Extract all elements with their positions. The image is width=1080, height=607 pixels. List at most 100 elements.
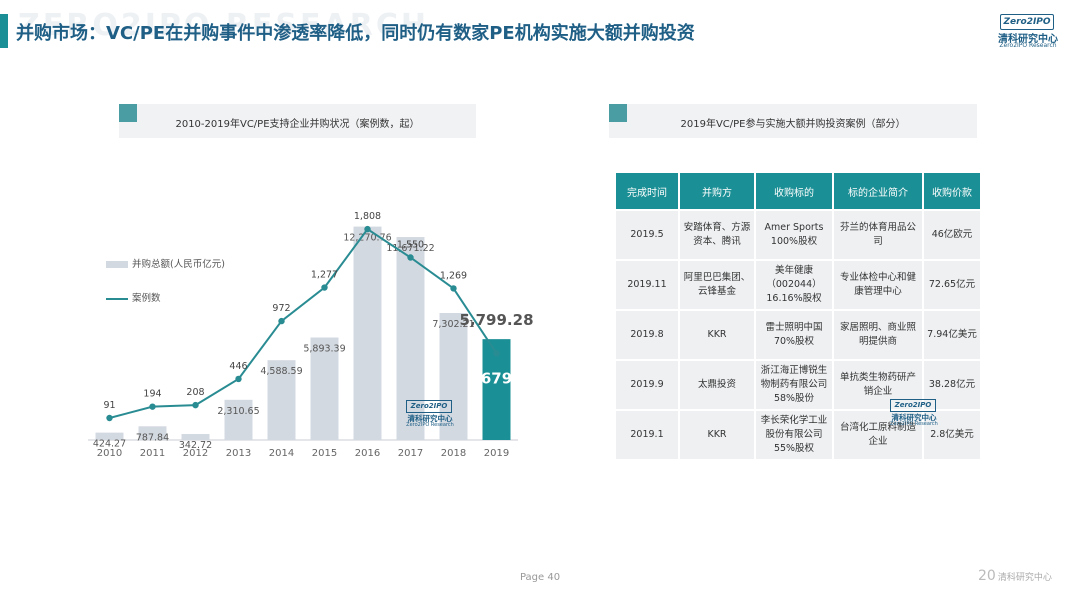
case-count-point [235,375,242,383]
bar-value-label: 424.27 [93,439,126,450]
case-count-label: 1,269 [440,270,467,281]
logo-en-text: Zero2IPO Research [890,421,938,427]
bar-2010 [95,432,124,440]
deals-table: 完成时间 并购方 收购标的 标的企业简介 收购价款 2019.5 安踏体育、方源… [614,171,982,461]
zero2ipo-logo: Zero2IPO 清科研究中心 Zero2IPO Research [990,14,1066,50]
table-cell: 38.28亿元 [924,361,980,409]
table-cell: 李长荣化学工业股份有限公司55%股权 [756,411,832,459]
ma-chart: 424.27 2010 787.84 2011 342.72 2012 2,310.65 20… [80,170,540,470]
table-cell: 浙江海正博锐生物制药有限公司58%股份 [756,361,832,409]
x-tick-label: 2017 [398,448,423,459]
page-number: Page 40 [519,572,561,583]
panel-square-icon [119,104,137,122]
logo-cn-text: 清科研究中心 [891,413,937,422]
case-count-label: 1,550 [397,240,424,251]
table-cell: Amer Sports 100%股权 [756,211,832,259]
legend-bar-label: 并购总额(人民币亿元) [132,259,225,270]
legend-line-swatch [106,297,128,300]
table-row: 2019.9 太鼎投资 浙江海正博锐生物制药有限公司58%股份 单抗类生物药研产… [616,361,980,409]
case-count-label: 208 [186,387,204,398]
table-row: 2019.11 阿里巴巴集团、云锋基金 美年健康（002044）16.16%股权… [616,261,980,309]
col-header: 并购方 [680,173,754,209]
table-cell: 2019.1 [616,411,678,459]
bar-2015 [310,337,339,440]
bar-value-label: 7,302.21 [432,319,474,330]
x-tick-label: 2011 [140,448,165,459]
bar-2014 [267,360,296,440]
case-count-point [149,403,156,410]
table-row: 2019.5 安踏体育、方源资本、腾讯 Amer Sports 100%股权 芬… [616,211,980,259]
table-header-row: 完成时间 并购方 收购标的 标的企业简介 收购价款 [616,173,980,209]
logo-en-text: Zero2IPO Research [999,42,1057,49]
bar-value-label: 2,310.65 [217,406,259,417]
table-cell: 2.8亿美元 [924,411,980,459]
legend-bar: 并购总额(人民币亿元) [106,256,225,270]
x-tick-label: 2018 [441,448,466,459]
bar-2018 [439,313,468,440]
x-tick-label: 2010 [97,448,122,459]
bar-2017 [396,237,425,440]
bar-value-label: 12,270.76 [343,233,391,244]
table-cell: 46亿欧元 [924,211,980,259]
footer-logo: 20 清科研究中心 [978,568,1052,584]
case-count-point [364,225,371,233]
col-header: 标的企业简介 [834,173,922,209]
table-cell: 2019.11 [616,261,678,309]
bar-2013 [224,399,253,440]
footer-logo-text: 清科研究中心 [997,573,1052,583]
case-count-point [450,285,457,292]
table-cell: 2019.9 [616,361,678,409]
table-cell: 7.94亿美元 [924,311,980,359]
case-count-label: 446 [229,361,247,372]
col-header: 完成时间 [616,173,678,209]
bar-value-label: 4,588.59 [260,366,302,377]
table-cell: KKR [680,311,754,359]
right-panel-header: 2019年VC/PE参与实施大额并购投资案例（部分） [609,104,977,138]
legend-bar-swatch [106,261,128,268]
case-count-point [407,254,414,261]
table-watermark-logo: Zero2IPO 清科研究中心 Zero2IPO Research [886,399,942,427]
table-cell: 太鼎投资 [680,361,754,409]
col-header: 收购价款 [924,173,980,209]
chart-watermark-logo: Zero2IPO 清科研究中心 Zero2IPO Research [402,400,458,428]
bar-value-label: 787.84 [136,432,169,443]
table-cell: 家居照明、商业照明提供商 [834,311,922,359]
logo-badge: Zero2IPO [1000,14,1054,30]
panel-square-icon [609,104,627,122]
logo-cn-text: 清科研究中心 [998,34,1058,45]
x-tick-label: 2014 [269,448,294,459]
table-cell: 72.65亿元 [924,261,980,309]
table-cell: 单抗类生物药研产销企业 [834,361,922,409]
left-panel-header: 2010-2019年VC/PE支持企业并购状况（案例数，起） [119,104,476,138]
case-count-label: 679 [481,369,512,387]
table-cell: 雷士照明中国70%股权 [756,311,832,359]
case-count-label: 91 [103,400,115,411]
case-count-point [192,401,199,409]
table-cell: 阿里巴巴集团、云锋基金 [680,261,754,309]
right-panel-title: 2019年VC/PE参与实施大额并购投资案例（部分） [680,119,906,130]
table-cell: 安踏体育、方源资本、腾讯 [680,211,754,259]
case-count-point [493,350,500,357]
case-count-point [278,317,285,325]
watermark: ZERO2IPO RESEARCH [18,8,429,43]
bar-value-label: 342.72 [179,440,212,451]
table-cell: 2019.5 [616,211,678,259]
bar-2011 [138,426,167,440]
x-tick-label: 2016 [355,448,380,459]
case-count-label: 972 [272,303,290,314]
table-row: 2019.8 KKR 雷士照明中国70%股权 家居照明、商业照明提供商 7.94… [616,311,980,359]
table-cell: 专业体检中心和健康管理中心 [834,261,922,309]
bar-2012 [181,434,210,440]
legend-line-label: 案例数 [132,293,161,304]
title-bar: ZERO2IPO RESEARCH 并购市场：VC/PE在并购事件中渗透率降低，… [0,8,1080,52]
legend-line: 案例数 [106,290,161,304]
case-count-label: 1,277 [311,270,338,281]
x-tick-label: 2012 [183,448,208,459]
logo-en-text: Zero2IPO Research [406,422,454,428]
left-panel-title: 2010-2019年VC/PE支持企业并购状况（案例数，起） [175,119,420,130]
table-cell: 2019.8 [616,311,678,359]
table-cell: 美年健康（002044）16.16%股权 [756,261,832,309]
case-count-point [321,284,328,291]
col-header: 收购标的 [756,173,832,209]
logo-badge: Zero2IPO [890,399,936,412]
